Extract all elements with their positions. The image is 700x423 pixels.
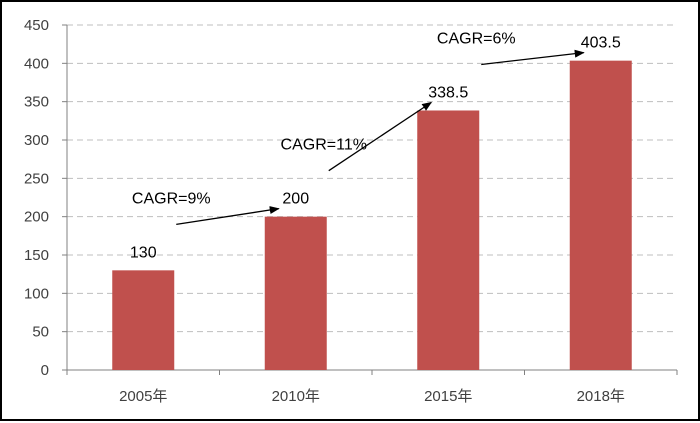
cagr-label: CAGR=6% (437, 30, 516, 47)
bar (417, 110, 480, 370)
y-tick-label: 200 (24, 209, 49, 226)
data-label: 403.5 (581, 35, 621, 52)
y-tick-label: 300 (24, 132, 49, 149)
y-tick-label: 0 (41, 362, 49, 379)
cagr-arrow (328, 101, 433, 172)
x-tick-label: 2018年 (577, 388, 625, 405)
bars (112, 60, 632, 371)
y-tick-label: 450 (24, 17, 49, 34)
data-labels: 130 200 338.5 403.5 (130, 35, 621, 262)
x-tick-label: 2010年 (272, 388, 320, 405)
y-tick-label: 350 (24, 94, 49, 111)
cagr-label: CAGR=9% (132, 190, 211, 207)
y-tick-label: 150 (24, 247, 49, 264)
y-tick-label: 100 (24, 285, 49, 302)
cagr-arrow (176, 206, 280, 225)
bar (112, 270, 175, 370)
x-tick-label: 2005年 (119, 388, 167, 405)
cagr-arrow (481, 49, 585, 66)
axes: 0 50 100 150 200 250 300 350 400 450 2005年 2010年 201… (24, 17, 678, 405)
y-tick-label: 400 (24, 55, 49, 72)
bar (264, 216, 327, 370)
bar (569, 60, 632, 371)
cagr-annotations: CAGR=9% CAGR=11% CAGR=6% (132, 30, 585, 225)
x-tick-label: 2015年 (424, 388, 472, 405)
y-tick-label: 50 (32, 324, 49, 341)
data-label: 338.5 (428, 84, 468, 101)
data-label: 200 (282, 191, 309, 208)
data-label: 130 (130, 244, 157, 261)
cagr-label: CAGR=11% (281, 137, 367, 154)
y-tick-label: 250 (24, 170, 49, 187)
